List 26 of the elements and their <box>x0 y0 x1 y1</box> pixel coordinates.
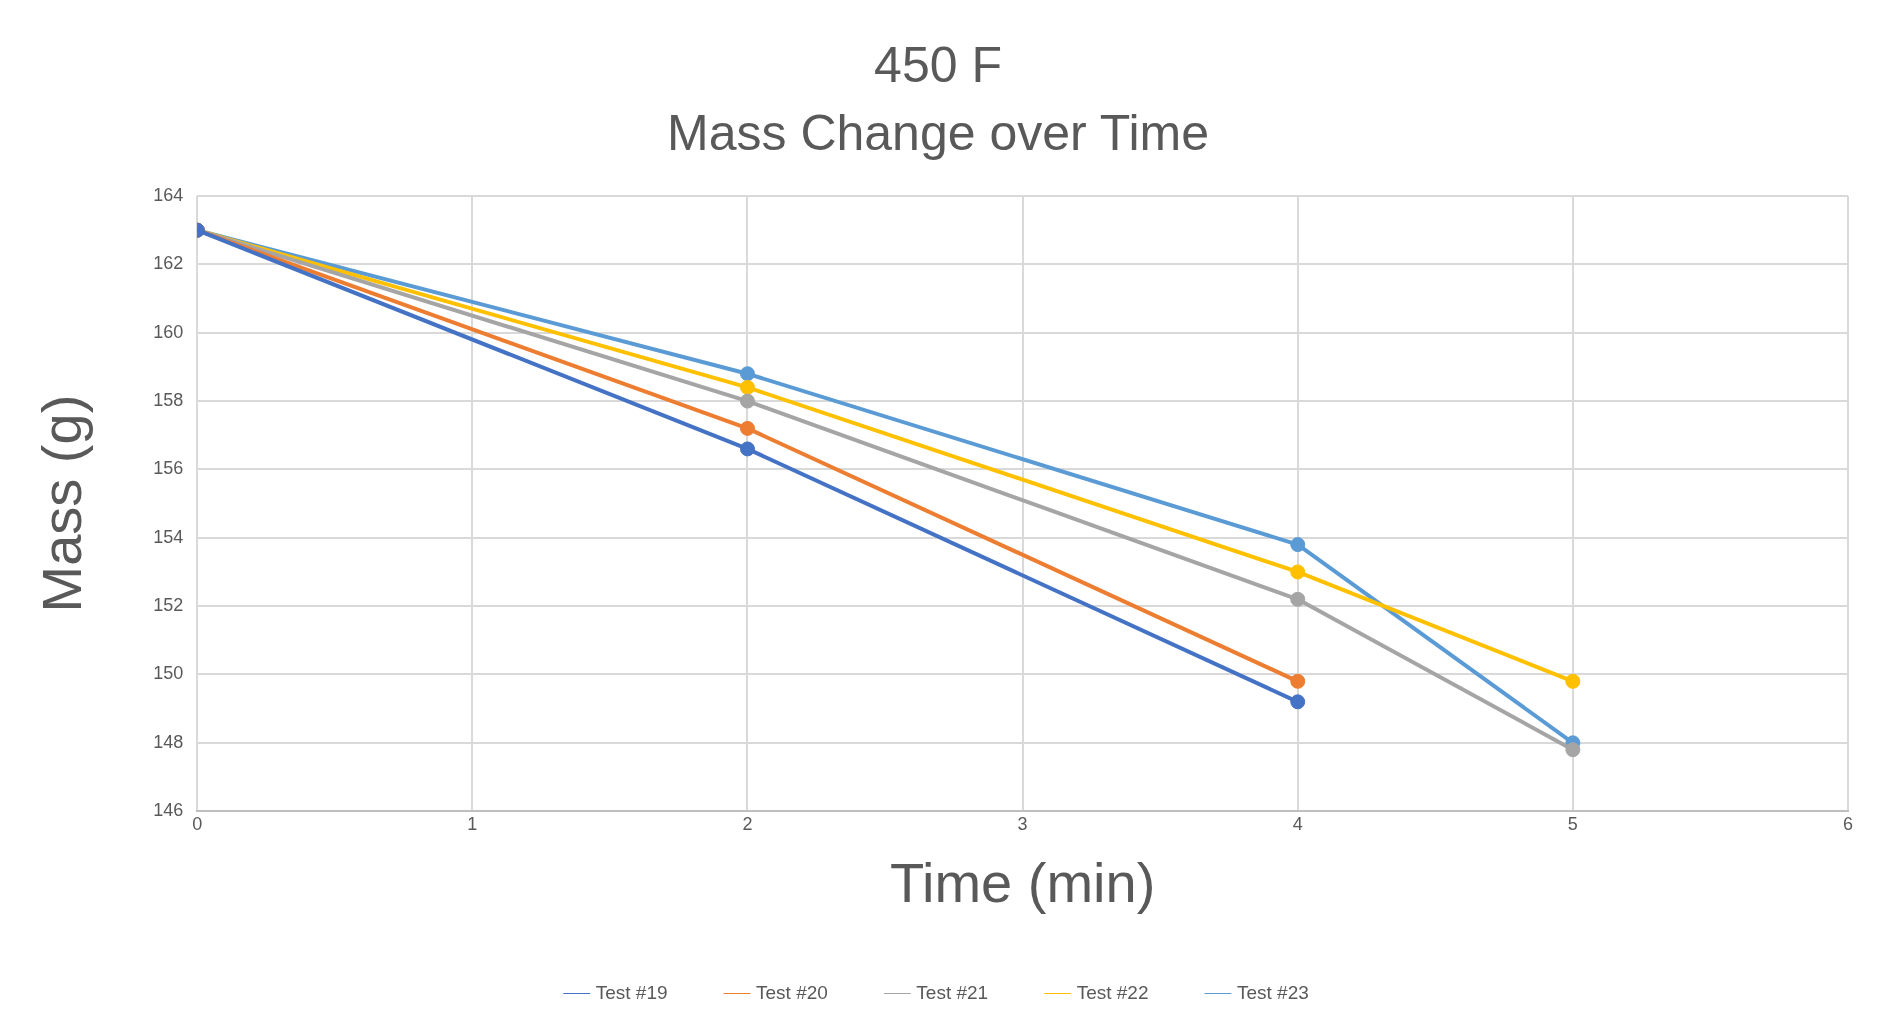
y-tick-label: 150 <box>153 663 184 684</box>
x-tick-label: 1 <box>467 813 478 834</box>
chart-title: 450 F <box>874 36 1002 93</box>
y-tick-label: 154 <box>153 526 184 547</box>
y-tick-label: 146 <box>153 800 184 821</box>
y-tick-label: 158 <box>153 390 184 411</box>
y-tick-label: 160 <box>153 321 184 342</box>
legend-label: Test #20 <box>756 981 828 1003</box>
y-tick-label: 164 <box>153 184 184 205</box>
y-tick-label: 148 <box>153 731 184 752</box>
legend-label: Test #22 <box>1076 981 1149 1003</box>
y-axis-title: Mass (g) <box>30 394 94 613</box>
x-axis-title: Time (min) <box>889 850 1156 914</box>
legend-label: Test #19 <box>595 981 668 1003</box>
chart-subtitle: Mass Change over Time <box>667 104 1209 161</box>
x-tick-label: 6 <box>1842 813 1854 834</box>
x-tick-label: 0 <box>192 813 203 834</box>
x-tick-label: 2 <box>742 813 753 834</box>
y-tick-label: 162 <box>153 253 184 274</box>
legend-label: Test #23 <box>1236 981 1309 1003</box>
y-tick-label: 152 <box>153 595 184 616</box>
y-tick-label: 156 <box>153 458 184 479</box>
legend-label: Test #21 <box>916 981 989 1003</box>
x-tick-label: 5 <box>1567 813 1578 834</box>
x-tick-label: 3 <box>1017 813 1028 834</box>
x-tick-label: 4 <box>1292 813 1303 834</box>
